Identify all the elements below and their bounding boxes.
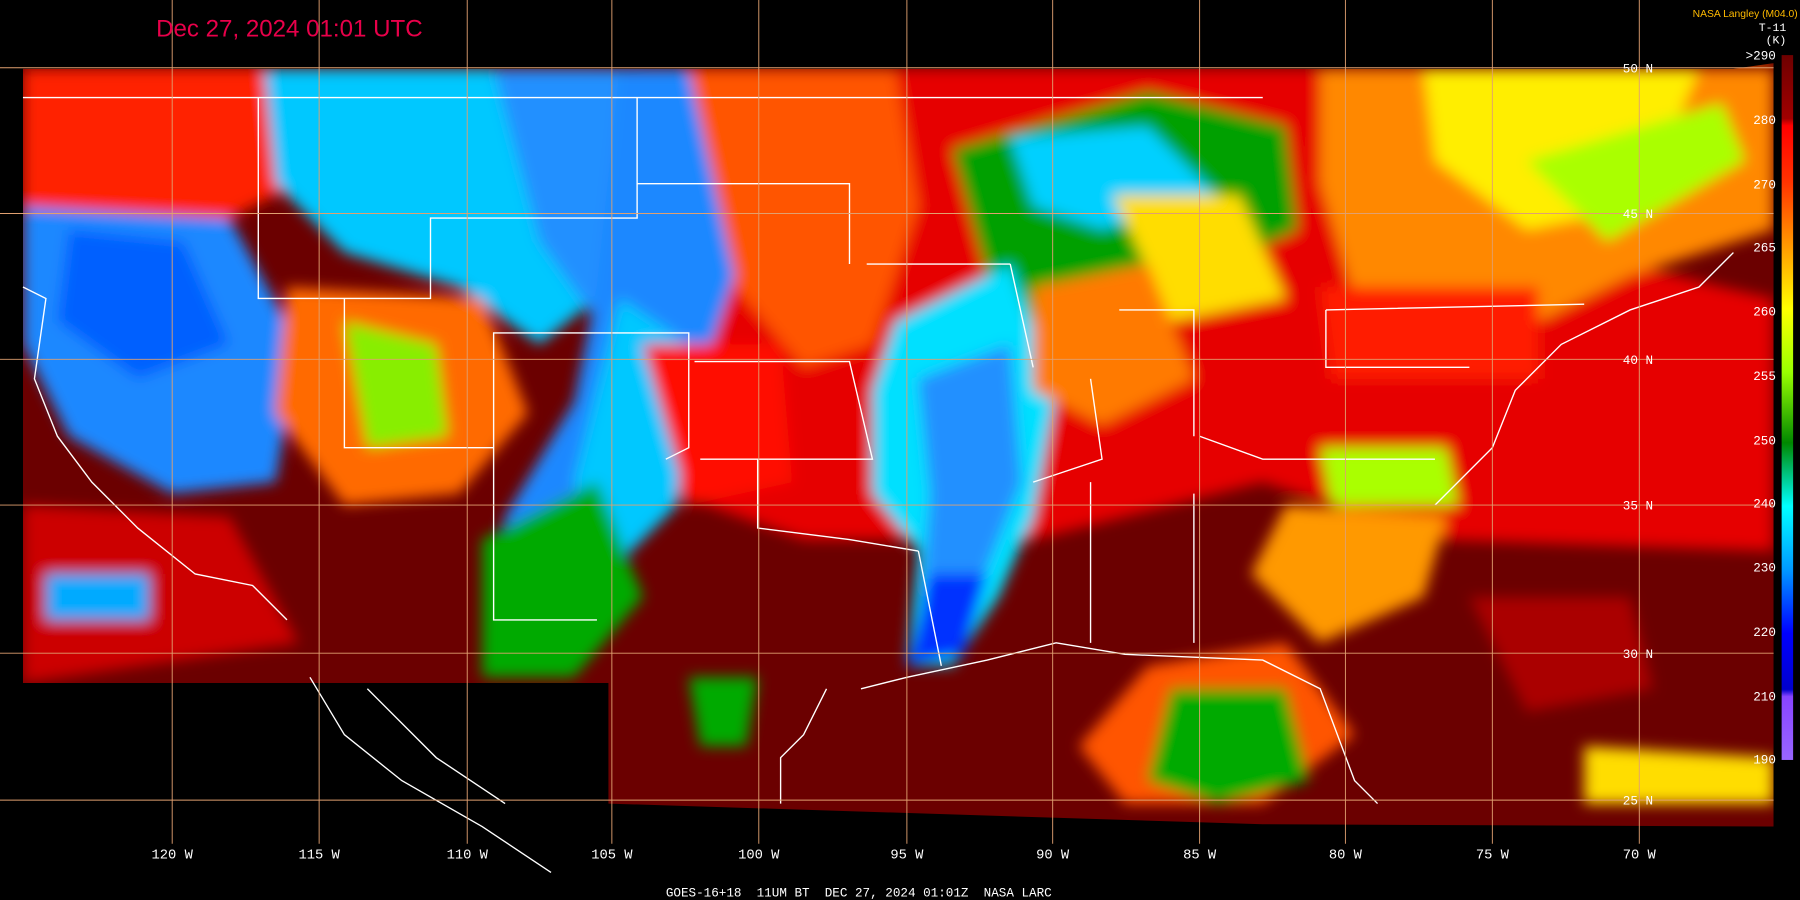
- colorbar: [1781, 55, 1794, 760]
- longitude-label: 95 W: [890, 849, 924, 864]
- longitude-label: 115 W: [298, 849, 340, 864]
- latitude-label: 45 N: [1623, 207, 1653, 222]
- longitude-label: 85 W: [1183, 849, 1217, 864]
- colorbar-label: 230: [1753, 561, 1776, 576]
- product-label: T-11: [1759, 22, 1787, 35]
- colorbar-label: 265: [1753, 240, 1776, 255]
- colorbar-label: 280: [1753, 113, 1776, 128]
- colorbar-label: >290: [1746, 49, 1776, 64]
- longitude-label: 110 W: [447, 849, 489, 864]
- colorbar-label: 255: [1753, 369, 1776, 384]
- units-label: (K): [1766, 35, 1787, 48]
- colorbar-label: 210: [1753, 689, 1776, 704]
- latitude-label: 30 N: [1623, 647, 1653, 662]
- colorbar-label: 220: [1753, 625, 1776, 640]
- colorbar-label: 240: [1753, 496, 1776, 511]
- latitude-label: 25 N: [1623, 794, 1653, 809]
- longitude-label: 80 W: [1329, 849, 1363, 864]
- longitude-label: 120 W: [152, 849, 194, 864]
- colorbar-label: 250: [1753, 433, 1776, 448]
- colorbar-label: 270: [1753, 177, 1776, 192]
- source-label: NASA Langley (M04.0): [1693, 9, 1798, 20]
- colorbar-label: 190: [1753, 752, 1776, 767]
- latitude-label: 35 N: [1623, 499, 1653, 514]
- longitude-label: 70 W: [1623, 849, 1657, 864]
- footer: GOES-16+18 11UM BT DEC 27, 2024 01:01Z N…: [666, 886, 1052, 900]
- latitude-label: 50 N: [1623, 61, 1653, 76]
- longitude-label: 100 W: [738, 849, 780, 864]
- latitude-label: 40 N: [1623, 353, 1653, 368]
- colorbar-label: 260: [1753, 305, 1776, 320]
- timestamp: Dec 27, 2024 01:01 UTC: [156, 16, 423, 43]
- longitude-label: 75 W: [1476, 849, 1510, 864]
- longitude-label: 90 W: [1036, 849, 1070, 864]
- longitude-label: 105 W: [591, 849, 633, 864]
- graticule: [0, 0, 1774, 844]
